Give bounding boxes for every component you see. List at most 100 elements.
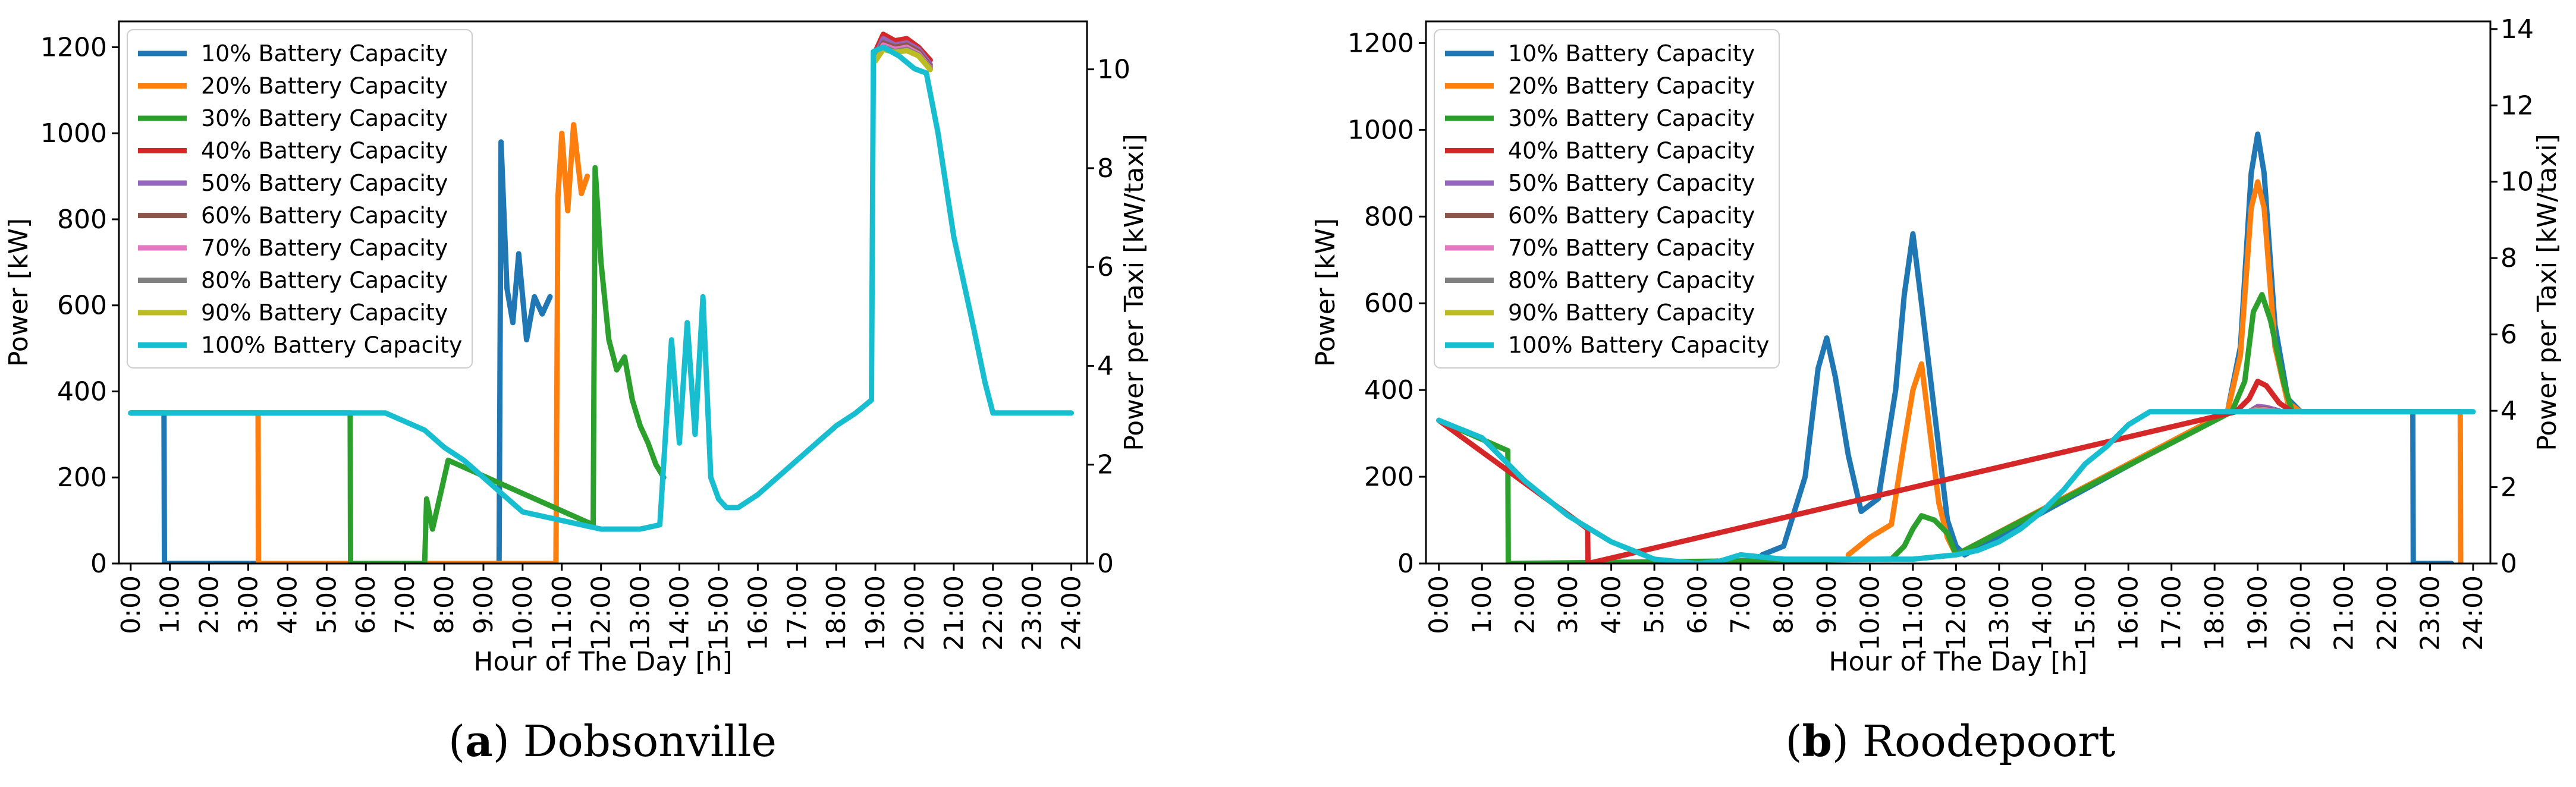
chart-a-xtick-label: 21:00 bbox=[939, 575, 969, 651]
chart-a-caption: (a) Dobsonville bbox=[448, 716, 777, 766]
chart-b-x-axis-label: Hour of The Day [h] bbox=[1829, 647, 2087, 677]
chart-b-xtick-label: 2:00 bbox=[1510, 575, 1541, 634]
chart-a-xtick-label: 1:00 bbox=[155, 575, 186, 634]
chart-a-caption-name: Dobsonville bbox=[523, 716, 777, 766]
chart-a-y-axis-label: Power [kW] bbox=[4, 218, 34, 367]
chart-a-xtick-label: 9:00 bbox=[469, 575, 499, 634]
chart-a-xtick-label: 23:00 bbox=[1017, 575, 1048, 651]
chart-b-xtick-label: 21:00 bbox=[2329, 575, 2360, 651]
chart-a-y2-axis-label: Power per Taxi [kW/taxi] bbox=[1119, 134, 1149, 451]
chart-a-xtick-label: 22:00 bbox=[978, 575, 1009, 651]
chart-a-xtick-label: 12:00 bbox=[586, 575, 617, 651]
chart-b-y2tick-label: 0 bbox=[2500, 549, 2517, 579]
chart-b-xtick-label: 15:00 bbox=[2071, 575, 2101, 651]
chart-a-ytick-label: 200 bbox=[57, 462, 107, 493]
chart-a-xtick-label: 7:00 bbox=[390, 575, 420, 634]
chart-a-legend-box bbox=[127, 29, 473, 369]
chart-a-xtick-label: 3:00 bbox=[234, 575, 264, 634]
chart-a-series-20pct-line bbox=[128, 122, 590, 564]
chart-a-legend-label: 80% Battery Capacity bbox=[201, 267, 448, 294]
chart-a-series-group bbox=[128, 32, 1075, 564]
chart-a-xtick-label: 10:00 bbox=[508, 575, 538, 651]
chart-b-ytick-label: 600 bbox=[1364, 288, 1414, 319]
chart-b-series-100pct-line bbox=[1436, 409, 2476, 564]
chart-a-series-10pct-line bbox=[128, 139, 553, 564]
chart-a-legend-label: 90% Battery Capacity bbox=[201, 300, 448, 326]
chart-b-plot-frame bbox=[1425, 20, 2492, 565]
chart-a-caption-close: ) bbox=[493, 716, 523, 766]
chart-b-xtick-label: 3:00 bbox=[1553, 575, 1584, 634]
chart-b-xtick-label: 22:00 bbox=[2372, 575, 2402, 651]
chart-b-series-40pct-line bbox=[1436, 379, 2295, 564]
chart-b-caption-open: ( bbox=[1785, 716, 1802, 766]
chart-b-caption: (b) Roodepoort bbox=[1785, 716, 2115, 766]
chart-b-xtick-label: 24:00 bbox=[2458, 575, 2489, 651]
chart-a-xtick-label: 24:00 bbox=[1057, 575, 1087, 651]
chart-a-xtick-label: 15:00 bbox=[703, 575, 734, 651]
chart-b-series-group bbox=[1436, 131, 2476, 564]
chart-a-y2tick-label: 0 bbox=[1097, 549, 1114, 579]
chart-b-y2tick-label: 12 bbox=[2500, 90, 2534, 121]
chart-b-panel: 0 200 400 600 800 1000 1200 0 2 4 6 8 10 12 14 0:00 1:00… bbox=[1311, 14, 2562, 766]
chart-b-xtick-label: 9:00 bbox=[1812, 575, 1842, 634]
chart-a-series-90pct-line bbox=[872, 46, 933, 73]
chart-b-y2-axis-label: Power per Taxi [kW/taxi] bbox=[2532, 134, 2562, 451]
chart-b-ytick-label: 0 bbox=[1397, 549, 1414, 579]
chart-b-legend-label: 30% Battery Capacity bbox=[1508, 105, 1755, 131]
chart-a-panel: 0 200 400 600 800 1000 1200 0 2 4 6 8 10 0:00 1:00 2:00… bbox=[4, 20, 1149, 766]
chart-b-legend-label: 80% Battery Capacity bbox=[1508, 267, 1755, 294]
chart-b-legend-box bbox=[1434, 29, 1780, 369]
chart-a-ytick-label: 800 bbox=[57, 204, 107, 235]
chart-b-xtick-label: 20:00 bbox=[2286, 575, 2316, 651]
chart-a-xtick-label: 11:00 bbox=[547, 575, 577, 651]
chart-a-y2tick-label: 8 bbox=[1097, 153, 1114, 184]
chart-b-xtick-label: 16:00 bbox=[2113, 575, 2144, 651]
chart-b-series-30pct-line bbox=[1436, 292, 2295, 564]
chart-a-xtick-label: 17:00 bbox=[782, 575, 812, 651]
chart-b-caption-letter: b bbox=[1802, 716, 1832, 766]
chart-a-caption-letter: a bbox=[465, 716, 493, 766]
chart-b-xtick-label: 5:00 bbox=[1639, 575, 1670, 634]
chart-b-ytick-label: 800 bbox=[1364, 202, 1414, 232]
chart-b-legend-label: 40% Battery Capacity bbox=[1508, 138, 1755, 164]
chart-a-legend-label: 10% Battery Capacity bbox=[201, 40, 448, 67]
chart-a-legend-label: 20% Battery Capacity bbox=[201, 73, 448, 99]
chart-a-legend-label: 70% Battery Capacity bbox=[201, 235, 448, 261]
chart-b-ytick-label: 200 bbox=[1364, 462, 1414, 492]
chart-a-plot-frame bbox=[118, 20, 1088, 565]
chart-b-caption-close: ) bbox=[1832, 716, 1862, 766]
chart-b-xtick-label: 17:00 bbox=[2157, 575, 2187, 651]
chart-a-xtick-label: 0:00 bbox=[116, 575, 146, 634]
chart-b-xtick-label: 6:00 bbox=[1683, 575, 1713, 634]
chart-a-y2tick-label: 4 bbox=[1097, 351, 1114, 381]
chart-b-xtick-label: 1:00 bbox=[1467, 575, 1497, 634]
chart-b-y2tick-label: 2 bbox=[2500, 473, 2517, 503]
chart-a-legend-label: 60% Battery Capacity bbox=[201, 203, 448, 229]
chart-b-y2tick-label: 14 bbox=[2500, 14, 2534, 45]
chart-b-legend-label: 90% Battery Capacity bbox=[1508, 300, 1755, 326]
chart-b-xtick-label: 7:00 bbox=[1726, 575, 1756, 634]
chart-b-y2tick-label: 8 bbox=[2500, 243, 2517, 273]
chart-b-xtick-label: 13:00 bbox=[1984, 575, 2015, 651]
chart-a-xtick-label: 14:00 bbox=[665, 575, 695, 651]
chart-b-series-20pct-line bbox=[1845, 179, 2464, 564]
chart-a-xtick-label: 19:00 bbox=[860, 575, 891, 651]
chart-b-y2tick-label: 6 bbox=[2500, 320, 2517, 350]
chart-a-legend-label: 50% Battery Capacity bbox=[201, 170, 448, 196]
chart-b-legend-label: 20% Battery Capacity bbox=[1508, 73, 1755, 99]
chart-b-xtick-label: 19:00 bbox=[2243, 575, 2273, 651]
chart-b-legend-label: 10% Battery Capacity bbox=[1508, 40, 1755, 67]
chart-b-xtick-label: 14:00 bbox=[2027, 575, 2057, 651]
chart-a-ytick-label: 0 bbox=[90, 549, 107, 579]
chart-b-legend-label: 60% Battery Capacity bbox=[1508, 203, 1755, 229]
chart-b-ytick-label: 1200 bbox=[1347, 28, 1414, 58]
chart-a-xtick-label: 20:00 bbox=[900, 575, 930, 651]
chart-a-xtick-label: 18:00 bbox=[821, 575, 852, 651]
chart-a-series-30pct-line bbox=[128, 165, 667, 564]
chart-b-y2tick-label: 10 bbox=[2500, 167, 2534, 197]
chart-a-xtick-label: 8:00 bbox=[429, 575, 460, 634]
chart-a-xtick-label: 6:00 bbox=[351, 575, 381, 634]
chart-a-xtick-label: 16:00 bbox=[743, 575, 773, 651]
chart-b-y2tick-label: 4 bbox=[2500, 396, 2517, 426]
